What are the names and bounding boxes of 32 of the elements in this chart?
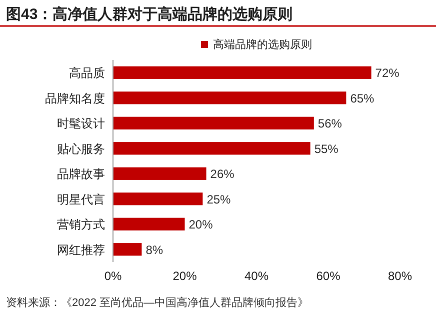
bar	[113, 116, 314, 130]
y-tick-label: 品牌知名度	[45, 91, 105, 106]
bar	[113, 218, 185, 230]
y-tick-label: 网红推荐	[57, 242, 105, 257]
y-tick-label: 高品质	[69, 66, 105, 80]
bar	[113, 167, 206, 180]
data-label: 26%	[210, 167, 235, 182]
chart-title: 图43：高净值人群对于高端品牌的选购原则	[6, 5, 293, 23]
data-label: 55%	[314, 142, 339, 156]
bar	[113, 243, 142, 256]
data-label: 20%	[188, 218, 214, 232]
bar	[113, 66, 372, 79]
data-label: 65%	[350, 91, 375, 106]
data-label: 56%	[318, 116, 342, 131]
x-tick-label: 60%	[316, 269, 341, 283]
text: 资料来源：《2022 至尚优品—中国高净值人群品牌倾向报告》	[6, 296, 309, 309]
legend-label: 高端品牌的选购原则	[213, 38, 312, 51]
bar	[113, 192, 203, 206]
y-tick-label: 贴心服务	[57, 142, 105, 156]
y-tick-label: 营销方式	[57, 218, 105, 232]
data-label: 25%	[206, 192, 232, 206]
x-tick-label: 0%	[104, 269, 122, 283]
x-tick-label: 20%	[172, 269, 198, 283]
bar	[113, 92, 346, 104]
bar	[113, 142, 310, 155]
data-label: 8%	[146, 242, 164, 257]
data-label: 72%	[375, 66, 400, 80]
y-tick-label: 时髦设计	[57, 116, 105, 131]
x-tick-label: 80%	[388, 269, 412, 283]
y-tick-label: 品牌故事	[57, 167, 105, 182]
y-tick-label: 明星代言	[57, 192, 105, 206]
x-tick-label: 40%	[244, 269, 269, 283]
